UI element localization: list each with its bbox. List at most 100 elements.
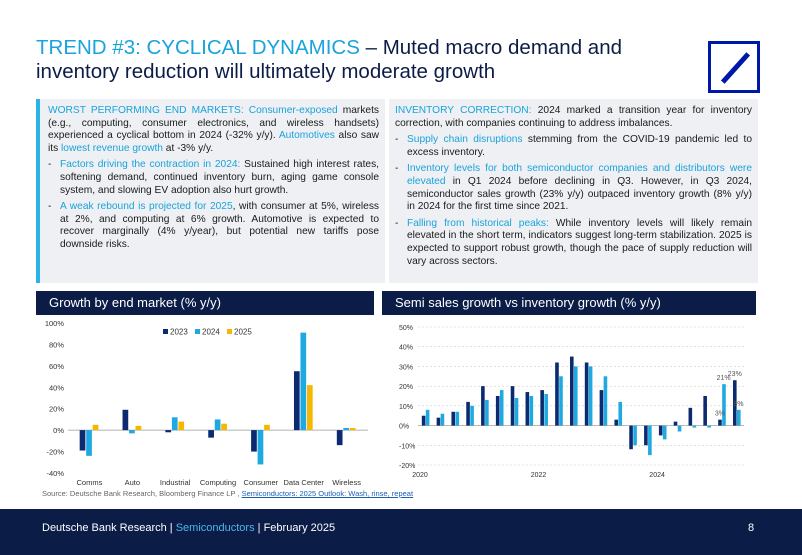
x-tick-label: 2020 — [412, 472, 428, 479]
bar-inventory-11 — [588, 366, 593, 426]
bar-sales-14 — [629, 425, 633, 450]
legend-swatch-2023 — [163, 329, 168, 334]
footer-topic-link[interactable]: Semiconductors — [175, 522, 255, 534]
footer-text: Deutsche Bank Research | Semiconductors … — [42, 522, 336, 534]
footer-date: February 2025 — [263, 522, 336, 534]
bar-2023-comms — [79, 430, 86, 451]
bar-sales-11 — [584, 362, 589, 426]
footer: Deutsche Bank Research | Semiconductors … — [0, 509, 802, 555]
bar-inventory-10 — [573, 366, 578, 426]
footer-org: Deutsche Bank Research — [42, 522, 167, 534]
left-intro: WORST PERFORMING END MARKETS: Consumer-e… — [48, 105, 380, 154]
bar-inventory-6 — [514, 397, 519, 426]
x-tick-label: Auto — [125, 478, 140, 487]
bar-sales-16 — [658, 425, 663, 436]
bar-inventory-3 — [470, 405, 474, 426]
bar-inventory-13 — [618, 401, 623, 426]
bar-2024-computing — [214, 419, 221, 431]
y-tick-label: 60% — [49, 362, 64, 371]
bar-sales-4 — [481, 386, 485, 426]
bar-sales-7 — [525, 392, 530, 426]
bar-inventory-18 — [692, 425, 697, 428]
data-label: 21% — [717, 375, 731, 382]
y-tick-label: 30% — [399, 364, 413, 371]
x-tick-label: Computing — [200, 478, 236, 487]
right-text-panel: INVENTORY CORRECTION: 2024 marked a tran… — [389, 99, 758, 283]
y-tick-label: 100% — [45, 319, 65, 328]
data-label: 3% — [715, 411, 725, 418]
chart-right-header: Semi sales growth vs inventory growth (%… — [382, 291, 756, 315]
source-note: Source: Deutsche Bank Research, Bloomber… — [42, 489, 414, 498]
bar-sales-8 — [540, 390, 544, 426]
bar-sales-19 — [703, 396, 707, 426]
bar-2025-comms — [92, 424, 99, 431]
bar-inventory-4 — [485, 399, 489, 426]
y-tick-label: 20% — [49, 405, 64, 414]
bar-2024-wireless — [343, 428, 350, 431]
legend-label-2024: 2024 — [202, 328, 220, 337]
right-bullet-3: - Falling from historical peaks: While in… — [395, 217, 752, 267]
bar-inventory-7 — [529, 396, 534, 426]
bar-sales-5 — [495, 396, 500, 426]
bar-inventory-19 — [707, 425, 711, 428]
bar-sales-20 — [718, 419, 722, 426]
title-accent: TREND #3: CYCLICAL DYNAMICS — [36, 36, 360, 59]
bar-2023-data-center — [293, 371, 300, 431]
bar-inventory-17 — [677, 425, 682, 432]
right-bullet-1: - Supply chain disruptions stemming from … — [395, 134, 752, 158]
y-tick-label: 20% — [399, 384, 413, 391]
bar-2025-consumer — [264, 424, 270, 431]
bar-2023-computing — [208, 430, 214, 438]
bar-2025-data-center — [306, 385, 313, 431]
bar-2024-consumer — [257, 430, 264, 465]
y-tick-label: 50% — [399, 325, 413, 332]
y-tick-label: -40% — [46, 469, 64, 478]
bar-sales-1 — [436, 417, 441, 426]
y-tick-label: 0% — [399, 424, 409, 431]
bar-sales-9 — [555, 362, 559, 426]
bar-sales-18 — [688, 407, 693, 426]
right-bullet-2: - Inventory levels for both semiconductor… — [395, 163, 752, 213]
bar-2024-data-center — [300, 332, 307, 431]
bar-sales-3 — [466, 401, 470, 426]
bar-inventory-8 — [544, 394, 548, 426]
x-tick-label: Industrial — [160, 478, 191, 487]
x-tick-label: Consumer — [244, 478, 279, 487]
bar-inventory-15 — [648, 425, 652, 456]
bar-sales-15 — [644, 425, 648, 446]
x-tick-label: 2024 — [649, 472, 665, 479]
y-tick-label: -10% — [399, 443, 415, 450]
bar-inventory-5 — [499, 390, 504, 426]
bar-sales-17 — [673, 421, 678, 426]
bar-sales-12 — [599, 390, 604, 426]
x-tick-label: 2022 — [531, 472, 547, 479]
bar-sales-10 — [569, 356, 574, 426]
bar-2024-industrial — [171, 417, 178, 431]
y-tick-label: -20% — [46, 448, 64, 457]
source-link[interactable]: Semiconductors: 2025 Outlook: Wash, rins… — [241, 489, 414, 498]
bar-2024-auto — [129, 430, 135, 434]
bar-inventory-9 — [559, 376, 563, 426]
bar-inventory-0 — [425, 409, 430, 426]
legend-swatch-2024 — [195, 329, 200, 334]
bar-2023-auto — [122, 409, 129, 431]
left-bullet-2: -A weak rebound is projected for 2025, w… — [48, 201, 380, 250]
bar-inventory-2 — [455, 411, 460, 426]
y-tick-label: 80% — [49, 340, 64, 349]
bar-sales-21 — [732, 380, 737, 426]
bar-sales-2 — [451, 411, 456, 426]
y-tick-label: 10% — [399, 404, 413, 411]
page-title: TREND #3: CYCLICAL DYNAMICS – Muted macr… — [36, 36, 676, 84]
bar-inventory-16 — [662, 425, 667, 440]
title-rest: – Muted macro demand and inventory reduc… — [36, 36, 623, 83]
bar-2024-comms — [86, 430, 92, 456]
x-tick-label: Comms — [77, 478, 103, 487]
bar-inventory-1 — [440, 413, 445, 426]
y-tick-label: -20% — [399, 463, 415, 470]
data-label: 23% — [728, 371, 742, 378]
legend-label-2023: 2023 — [170, 328, 188, 337]
bar-2025-wireless — [349, 428, 356, 431]
bar-inventory-20 — [722, 384, 726, 426]
bar-2023-consumer — [251, 430, 257, 452]
sales-vs-inventory-chart: -20% -10% 0% 10% 20% 30% 40% 50% 2020 2022 2024 21%… — [399, 325, 744, 479]
